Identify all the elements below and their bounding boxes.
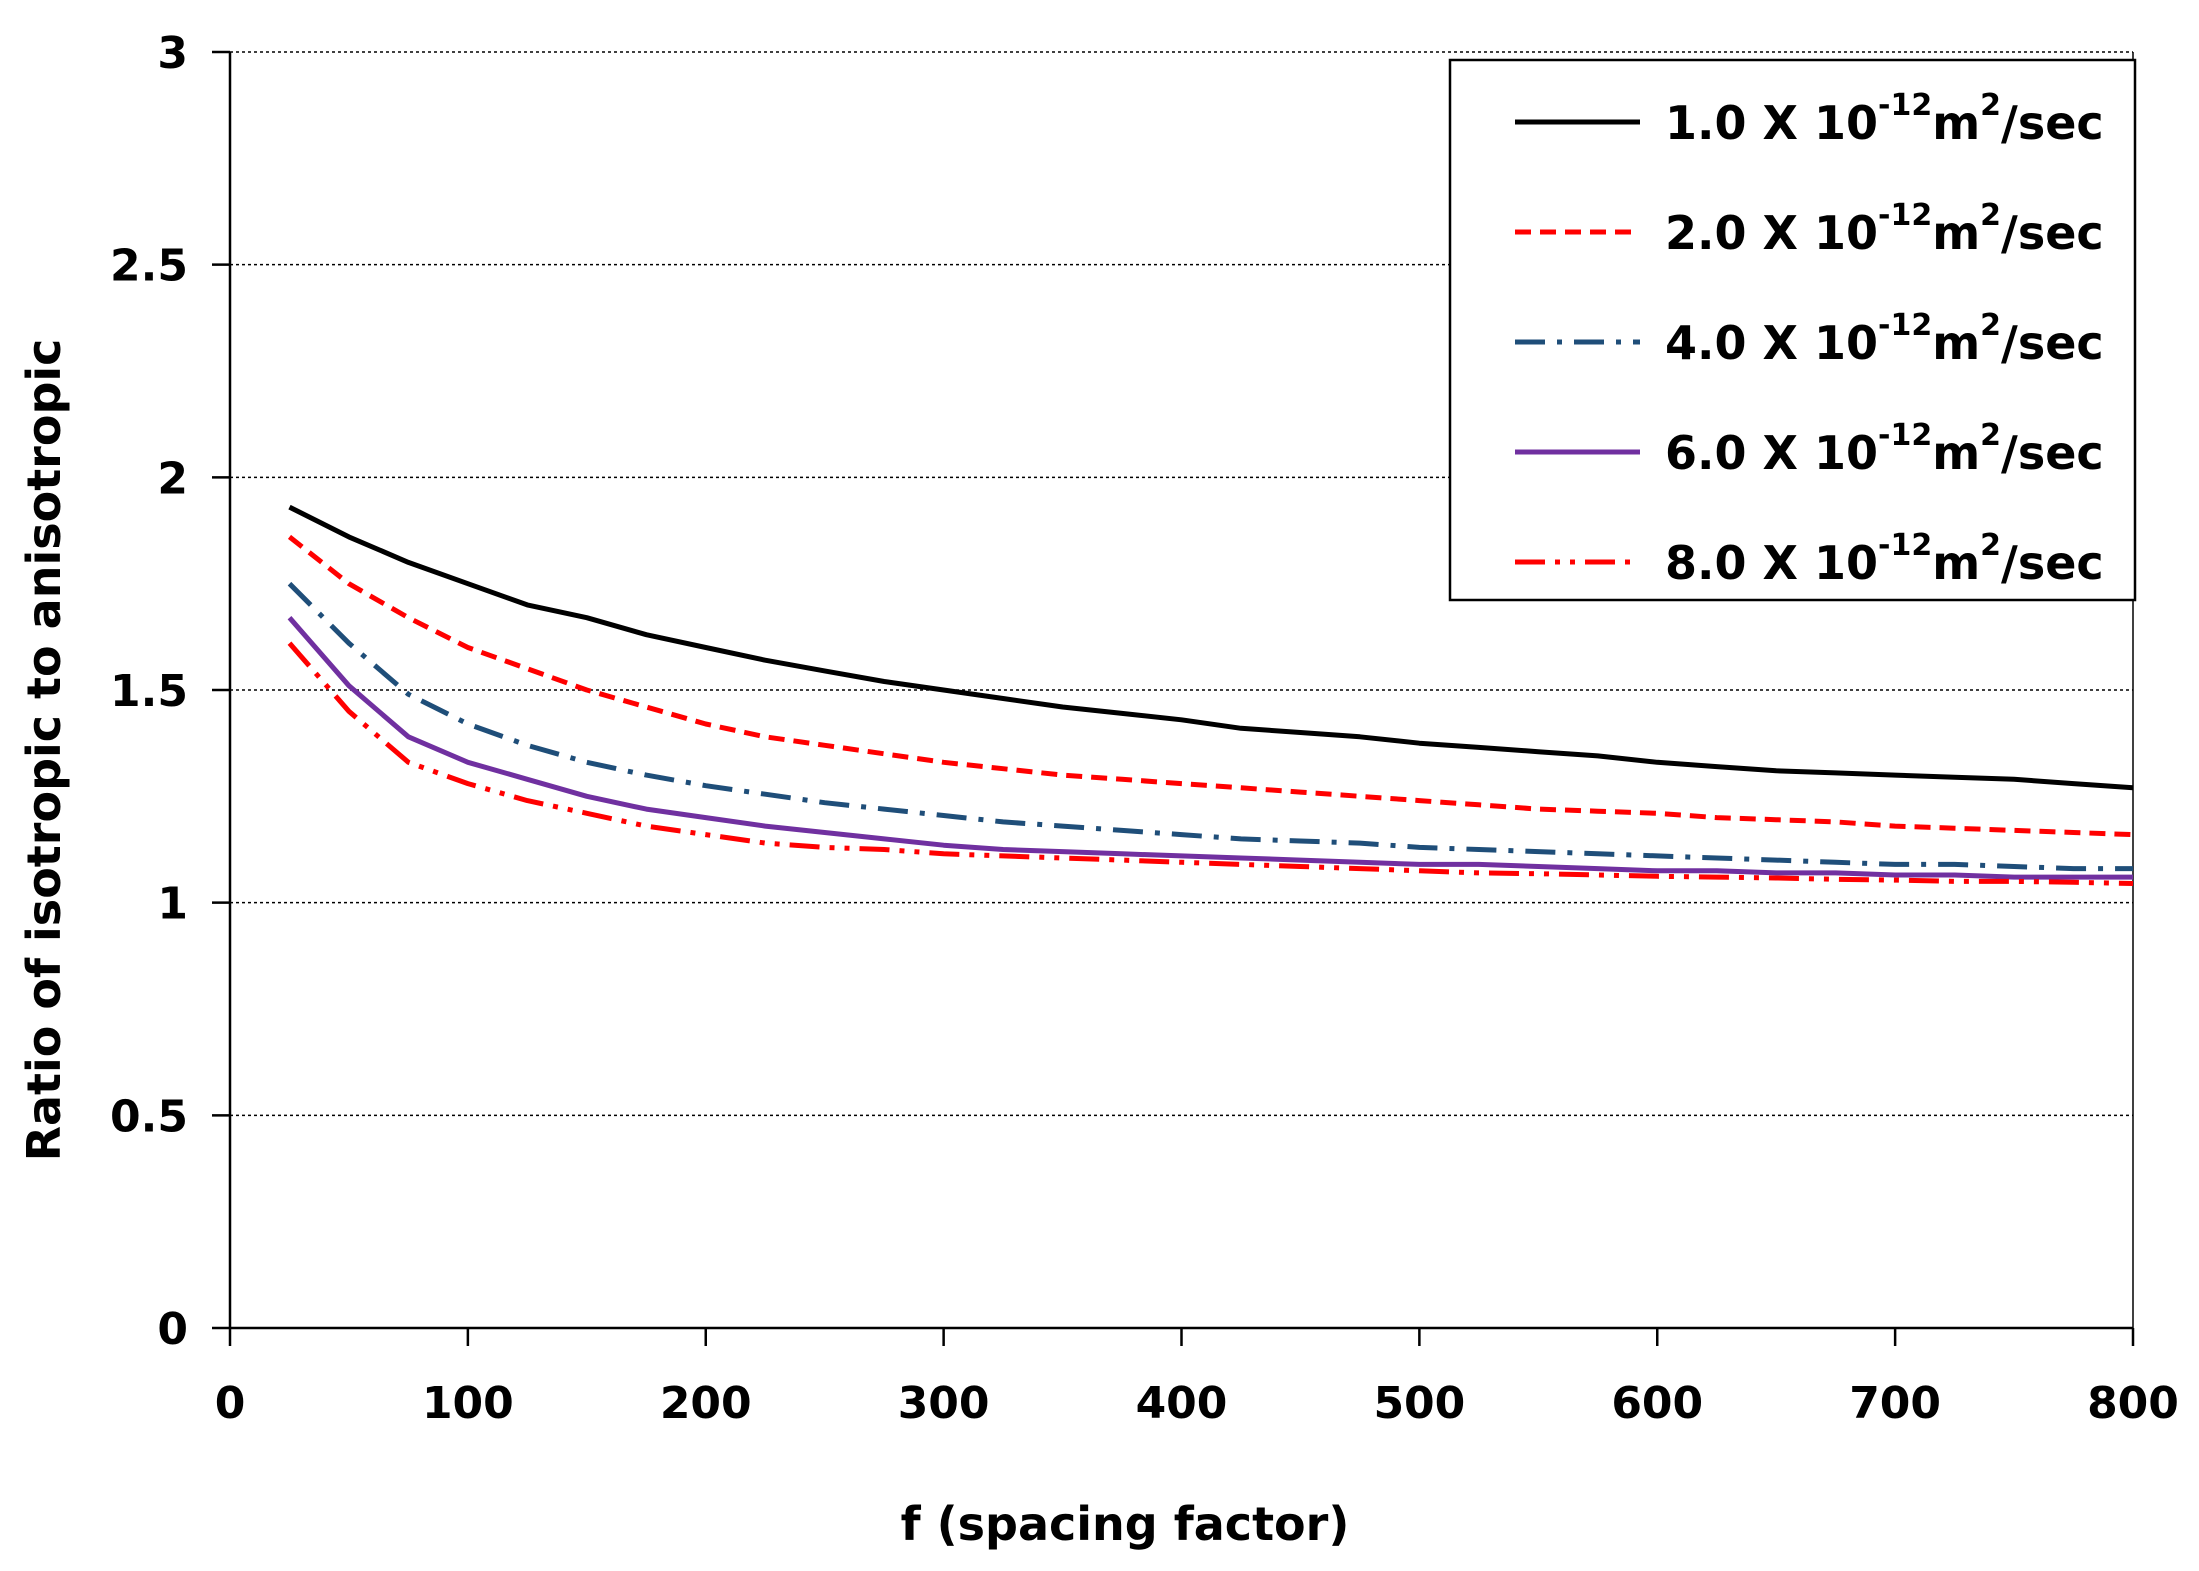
x-tick-label: 700 (1849, 1378, 1941, 1429)
x-tick-label: 100 (422, 1378, 514, 1429)
legend-label-2: 2.0 X 10-12m2/sec (1665, 198, 2104, 260)
legend-label-3: 4.0 X 10-12m2/sec (1665, 308, 2104, 370)
x-tick-label: 800 (2087, 1378, 2179, 1429)
y-axis-title: Ratio of isotropic to anisotropic (17, 339, 71, 1162)
x-tick-label: 600 (1611, 1378, 1703, 1429)
legend: 1.0 X 10-12m2/sec 2.0 X 10-12m2/sec 4.0 X … (1448, 58, 2137, 602)
x-axis-title: f (spacing factor) (901, 1497, 1350, 1551)
series-lines (287, 504, 2134, 886)
legend-label-4: 6.0 X 10-12m2/sec (1665, 418, 2104, 480)
x-tick-label: 500 (1373, 1378, 1465, 1429)
y-tick-label: 1 (157, 879, 188, 930)
x-tick-label: 400 (1136, 1378, 1228, 1429)
y-tick-label: 0 (157, 1304, 188, 1355)
y-tick-label: 3 (157, 28, 188, 79)
series-line-1 (288, 504, 2134, 791)
legend-label-1: 1.0 X 10-12m2/sec (1665, 88, 2104, 150)
x-tick-label: 0 (215, 1378, 246, 1429)
tick-labels: 0 0.5 1 1.5 2 2.5 3 0 100 200 300 400 500 600 700 800 (110, 28, 2179, 1429)
series-line-5 (287, 641, 2134, 886)
y-tick-label: 2.5 (110, 241, 188, 292)
series-line-2 (287, 534, 2134, 838)
x-tick-label: 200 (660, 1378, 752, 1429)
series-line-3 (287, 581, 2133, 872)
x-tick-label: 300 (898, 1378, 990, 1429)
legend-label-5: 8.0 X 10-12m2/sec (1665, 528, 2104, 590)
y-tick-label: 1.5 (110, 666, 188, 717)
y-tick-label: 0.5 (110, 1091, 188, 1142)
y-tick-label: 2 (157, 453, 188, 504)
series-line-4 (287, 616, 2133, 880)
legend-box (1448, 58, 2137, 602)
